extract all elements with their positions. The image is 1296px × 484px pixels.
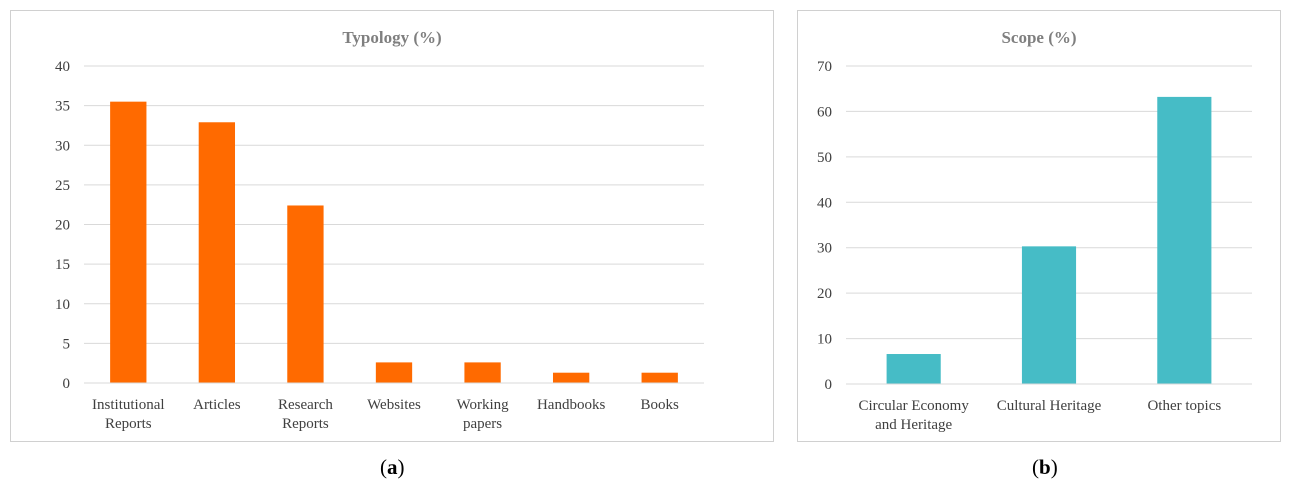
x-tick-label-line: Reports — [105, 416, 152, 432]
x-tick-label-line: Handbooks — [537, 397, 605, 413]
y-tick-label: 35 — [55, 99, 70, 115]
x-tick-label-line: Cultural Heritage — [997, 398, 1102, 414]
x-tick-label: Circular Economy and Heritage — [858, 398, 969, 433]
chart-title-scope: Scope (%) — [1001, 28, 1077, 47]
x-tick-label: Working papers — [457, 397, 510, 432]
x-tick-label-line: Research — [278, 397, 333, 413]
typology-chart: Typology (%) 0 5 10 15 20 25 30 35 40 Institution… — [10, 10, 774, 442]
x-tick-label: Handbooks — [537, 397, 605, 413]
bar — [1157, 96, 1212, 385]
y-tick-label: 70 — [817, 59, 832, 75]
x-tick-label: Websites — [367, 397, 421, 413]
x-tick-label-line: Other topics — [1147, 398, 1221, 414]
y-tick-label: 0 — [825, 377, 833, 393]
bar — [375, 362, 413, 383]
bar — [110, 101, 147, 383]
bar — [886, 354, 941, 384]
y-tick-label: 5 — [63, 336, 71, 352]
x-tick-label: Other topics — [1147, 398, 1221, 414]
x-tick-label-line: papers — [463, 416, 502, 432]
scope-plot: 0 10 20 30 40 50 60 70 Circular Economy and Herit… — [817, 59, 1252, 433]
y-tick-label: 40 — [817, 195, 832, 211]
x-tick-label: Articles — [193, 397, 241, 413]
x-tick-label: Books — [641, 397, 680, 413]
y-tick-label: 15 — [55, 257, 70, 273]
x-tick-label-line: Reports — [282, 416, 329, 432]
x-tick-label-line: Institutional — [92, 397, 165, 413]
y-tick-label: 30 — [817, 241, 832, 257]
caption-b: (b) — [1032, 455, 1058, 479]
x-tick-label-line: Circular Economy — [858, 398, 969, 414]
y-tick-label: 10 — [55, 297, 70, 313]
x-tick-label-line: Websites — [367, 397, 421, 413]
x-tick-label-line: and Heritage — [875, 417, 952, 433]
chart-title-typology: Typology (%) — [342, 28, 442, 47]
bar — [641, 372, 678, 383]
bar — [464, 362, 501, 383]
x-tick-label-line: Articles — [193, 397, 241, 413]
typology-plot: 0 5 10 15 20 25 30 35 40 Institutional Reports Arti… — [55, 59, 704, 432]
x-tick-label: Cultural Heritage — [997, 398, 1102, 414]
y-tick-label: 10 — [817, 332, 832, 348]
x-tick-label-line: Working — [457, 397, 510, 413]
bar — [287, 205, 324, 383]
bar — [1021, 246, 1077, 384]
y-tick-label: 60 — [817, 104, 832, 120]
scope-chart: Scope (%) 0 10 20 30 40 50 60 70 Circular Econom… — [797, 10, 1281, 442]
x-tick-label: Research Reports — [278, 397, 333, 432]
y-tick-label: 50 — [817, 150, 832, 166]
x-tick-label: Institutional Reports — [92, 397, 165, 432]
y-tick-label: 25 — [55, 178, 70, 194]
caption-a: (a) — [380, 455, 405, 479]
bar — [198, 122, 236, 383]
bar — [552, 372, 590, 383]
y-tick-label: 20 — [55, 218, 70, 234]
y-tick-label: 40 — [55, 59, 70, 75]
y-tick-label: 20 — [817, 286, 832, 302]
x-tick-label-line: Books — [641, 397, 680, 413]
y-tick-label: 0 — [63, 376, 71, 392]
y-tick-label: 30 — [55, 138, 70, 154]
